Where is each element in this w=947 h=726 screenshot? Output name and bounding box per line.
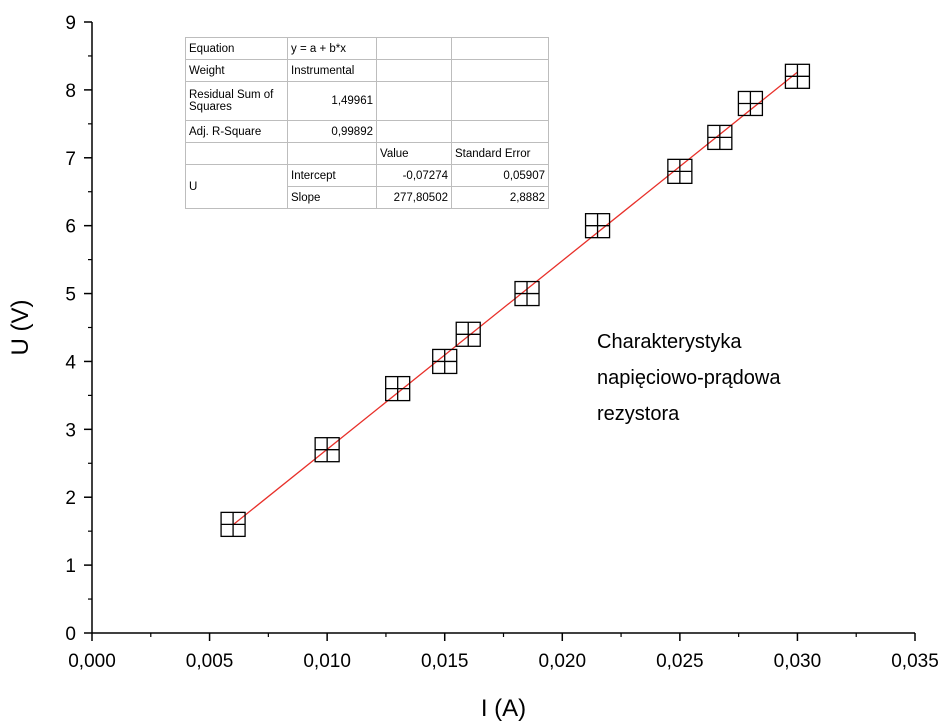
- x-tick-label: 0,010: [303, 651, 351, 672]
- x-tick-label: 0,020: [539, 651, 587, 672]
- data-point: [667, 158, 693, 185]
- table-row: Value Standard Error: [185, 142, 549, 165]
- y-tick-label: 7: [65, 149, 76, 170]
- x-tick-label: 0,030: [774, 651, 822, 672]
- intercept-se: 0,05907: [451, 164, 549, 187]
- weight-value: Instrumental: [287, 59, 377, 82]
- x-axis-title: I (A): [481, 695, 526, 722]
- equation-label: Equation: [185, 37, 288, 60]
- data-point: [584, 213, 611, 239]
- weight-label: Weight: [185, 59, 288, 82]
- y-tick-label: 9: [65, 13, 76, 34]
- data-point: [385, 375, 411, 402]
- data-point: [737, 90, 764, 117]
- data-point: [220, 511, 246, 538]
- fit-results-table: Equation y = a + b*x Weight Instrumental…: [185, 37, 549, 209]
- annotation: Charakterystyka napięciowo-prądowa rezysto…: [597, 331, 781, 425]
- data-point: [707, 124, 733, 151]
- axes: 0,000 0,005 0,010 0,015 0,020 0,025 0,030 0,035…: [7, 13, 939, 722]
- rss-label: Residual Sum of Squares: [185, 81, 288, 121]
- x-tick-label: 0,035: [891, 651, 939, 672]
- y-tick-label: 0: [65, 624, 76, 645]
- annotation-line: napięciowo-prądowa: [597, 367, 781, 389]
- y-tick-label: 5: [65, 285, 76, 306]
- table-row: Adj. R-Square 0,99892: [185, 120, 549, 143]
- x-tick-label: 0,005: [186, 651, 234, 672]
- intercept-label: Intercept: [287, 164, 377, 187]
- se-header: Standard Error: [451, 142, 549, 165]
- table-row: Equation y = a + b*x: [185, 37, 549, 60]
- annotation-line: rezystora: [597, 403, 680, 425]
- equation-value: y = a + b*x: [287, 37, 377, 60]
- data-point: [314, 437, 340, 463]
- slope-value: 277,80502: [376, 186, 452, 209]
- data-points: [220, 63, 811, 538]
- slope-se: 2,8882: [451, 186, 549, 209]
- r2-label: Adj. R-Square: [185, 120, 288, 143]
- table-row: Weight Instrumental: [185, 59, 549, 82]
- data-point: [432, 348, 458, 375]
- data-point: [784, 63, 811, 89]
- r2-value: 0,99892: [287, 120, 377, 143]
- y-tick-label: 2: [65, 488, 76, 509]
- y-tick-label: 6: [65, 217, 76, 238]
- y-tick-label: 1: [65, 556, 76, 577]
- x-tick-label: 0,015: [421, 651, 469, 672]
- annotation-line: Charakterystyka: [597, 331, 742, 353]
- y-tick-label: 4: [65, 352, 76, 373]
- intercept-value: -0,07274: [376, 164, 452, 187]
- data-point: [514, 280, 540, 307]
- rss-value: 1,49961: [287, 81, 377, 121]
- data-point: [455, 321, 481, 347]
- x-tick-label: 0,000: [68, 651, 116, 672]
- y-axis-title: U (V): [7, 300, 34, 356]
- table-row: U Intercept -0,07274 0,05907: [185, 164, 549, 209]
- value-header: Value: [376, 142, 452, 165]
- x-tick-label: 0,025: [656, 651, 704, 672]
- table-row: Residual Sum of Squares 1,49961: [185, 81, 549, 121]
- y-tick-label: 8: [65, 81, 76, 102]
- y-tick-label: 3: [65, 420, 76, 441]
- slope-label: Slope: [287, 186, 377, 209]
- table-row: Slope 277,80502 2,8882: [186, 186, 549, 209]
- variable-name: U: [185, 164, 288, 209]
